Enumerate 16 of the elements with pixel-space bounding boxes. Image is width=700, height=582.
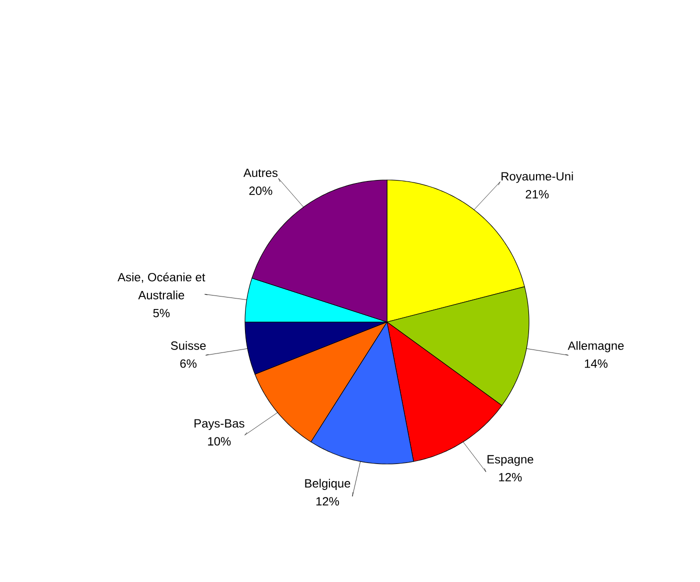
slice-label: Pays-Bas (194, 419, 244, 430)
data-label: 20% (249, 186, 272, 195)
slice-label: Espagne (488, 455, 534, 466)
data-label: 5% (153, 308, 170, 318)
data-label: 6% (180, 359, 197, 368)
data-label: 12% (499, 472, 522, 482)
data-label: 14% (584, 359, 608, 368)
data-label: 12% (316, 497, 340, 506)
slice-label: Asie, Océanie et Australie (118, 272, 206, 300)
slice-label: Belgique (305, 478, 350, 490)
slice-label: Royaume-Uni (502, 172, 573, 183)
data-label: 21% (526, 190, 549, 198)
data-label: 10% (208, 437, 231, 446)
slice-label: Allemagne (568, 341, 624, 352)
slice-label: Autres (243, 168, 278, 178)
slice-label: Suisse (170, 341, 206, 350)
